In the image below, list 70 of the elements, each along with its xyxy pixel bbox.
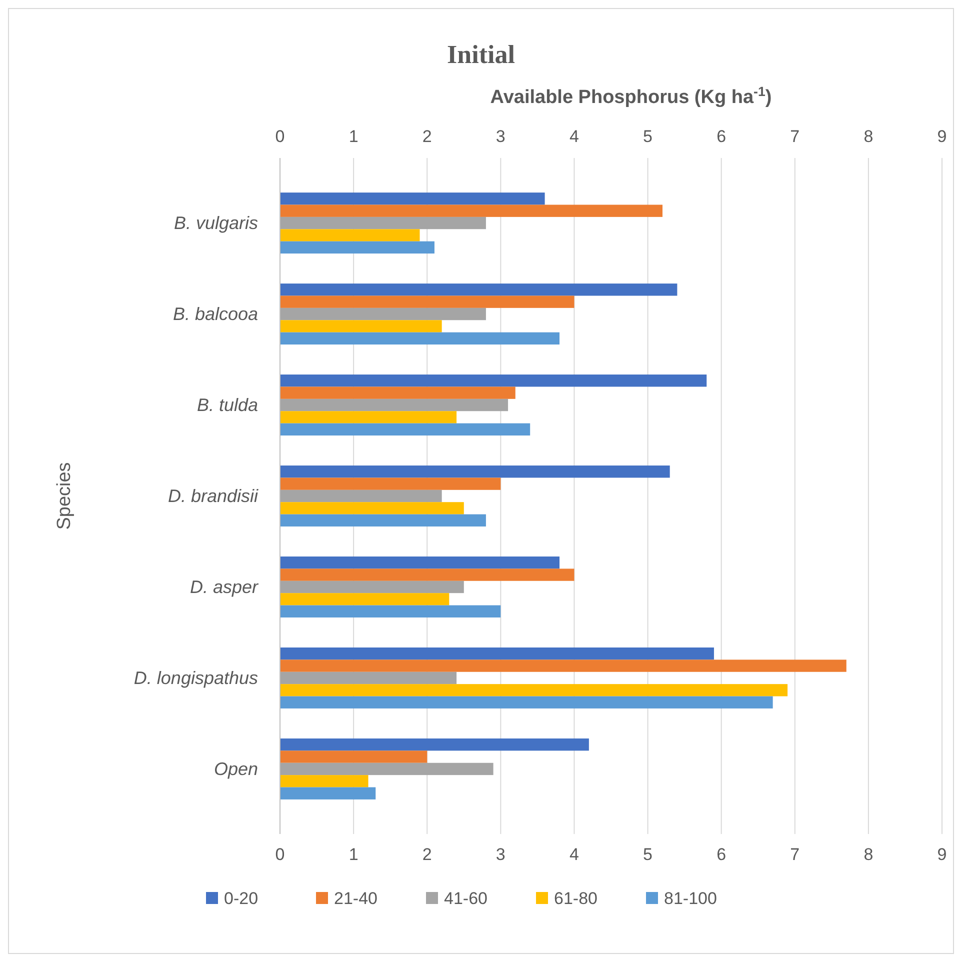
x-tick-label: 3 [496, 845, 506, 864]
bar [280, 556, 560, 569]
x-axis-title: Available Phosphorus (Kg ha$^{-1}$) [490, 84, 772, 108]
legend-label: 81-100 [664, 889, 717, 908]
y-tick-label: D. asper [190, 576, 259, 597]
bar [280, 593, 450, 606]
x-tick-label: 6 [716, 845, 726, 864]
y-tick-label: D. brandisii [168, 486, 259, 506]
bar [280, 374, 707, 387]
bar [280, 398, 508, 412]
x2-tick-label: 3 [496, 127, 506, 146]
bar [280, 787, 376, 800]
bar [280, 696, 773, 708]
bar [280, 241, 434, 254]
bar [280, 490, 442, 502]
bar [280, 411, 457, 424]
bar [280, 750, 428, 763]
bar [280, 423, 530, 436]
x2-tick-label: 6 [716, 127, 726, 146]
bar [280, 684, 788, 696]
y-tick-label: B. vulgaris [174, 213, 258, 234]
bar [280, 647, 714, 660]
x2-tick-label: 8 [864, 127, 874, 146]
bar [280, 466, 670, 478]
bar [280, 320, 442, 332]
bar [280, 296, 574, 308]
chart-title: Initial [447, 40, 515, 69]
x-tick-label: 8 [864, 845, 874, 864]
bar [280, 514, 486, 526]
bar [280, 386, 516, 399]
legend-label: 0-20 [224, 889, 258, 908]
bar [280, 229, 420, 242]
x-tick-label: 4 [569, 845, 579, 864]
x2-tick-label: 7 [790, 127, 800, 146]
x-tick-label: 0 [275, 845, 285, 864]
bar [280, 605, 501, 618]
bar [280, 502, 464, 514]
bar [280, 762, 494, 776]
x-tick-label: 7 [790, 845, 800, 864]
y-tick-label: B. balcooa [172, 304, 258, 324]
y-axis-title: Species [54, 462, 75, 530]
bar [280, 660, 846, 672]
bar [280, 775, 368, 788]
x-tick-label: 1 [348, 845, 358, 864]
x-tick-label: 5 [643, 845, 653, 864]
bar [280, 580, 464, 594]
bar [280, 308, 486, 320]
bar [280, 738, 589, 751]
bar [280, 672, 457, 684]
bar [280, 332, 560, 345]
y-tick-label: Open [214, 758, 258, 779]
x2-tick-label: 5 [643, 127, 653, 146]
legend-label: 41-60 [444, 889, 488, 908]
x2-tick-label: 2 [422, 127, 432, 146]
x2-tick-label: 4 [569, 127, 579, 146]
x-tick-label: 9 [937, 845, 947, 864]
bar [280, 478, 501, 490]
bar [280, 216, 486, 230]
x2-tick-label: 1 [348, 127, 358, 146]
x-tick-label: 2 [422, 845, 432, 864]
legend-label: 21-40 [334, 889, 378, 908]
x2-tick-label: 0 [275, 127, 285, 146]
y-tick-label: D. longispathus [134, 668, 258, 688]
bar [280, 568, 574, 581]
bar [280, 204, 662, 217]
x2-tick-label: 9 [937, 127, 947, 146]
bar [280, 284, 678, 296]
legend-label: 61-80 [554, 889, 598, 908]
bar [280, 192, 545, 205]
y-tick-label: B. tulda [196, 395, 258, 416]
